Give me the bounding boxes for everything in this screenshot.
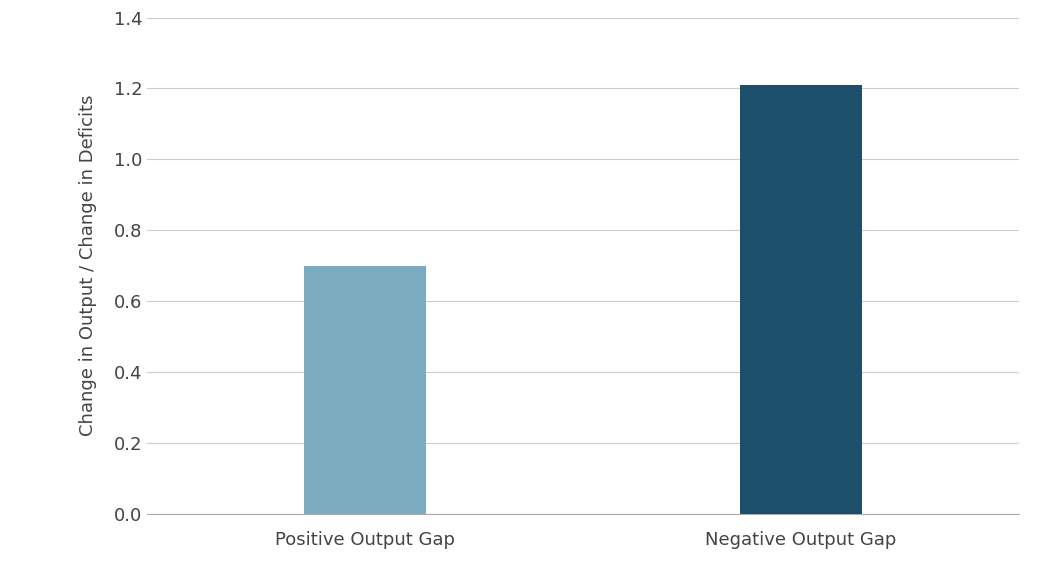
Bar (303, 266, 426, 514)
Bar (739, 85, 862, 514)
Y-axis label: Change in Output / Change in Deficits: Change in Output / Change in Deficits (79, 95, 97, 436)
